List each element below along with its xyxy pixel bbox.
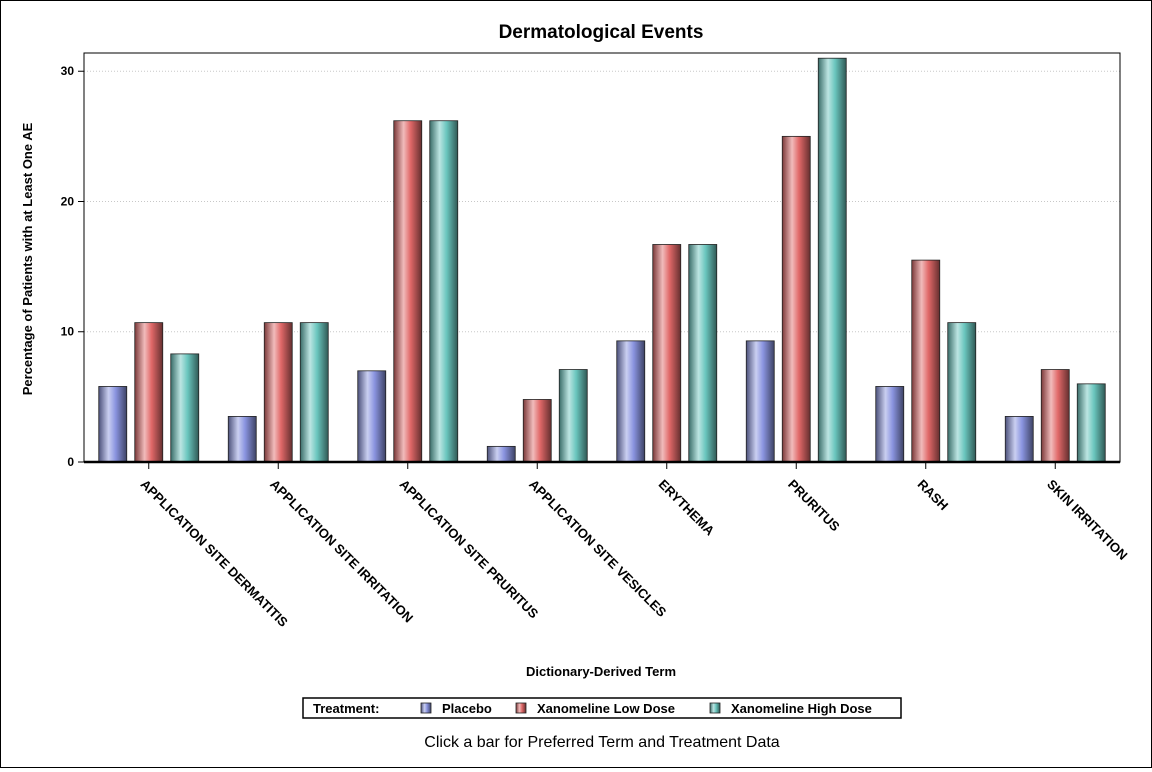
bar-xanomeline-high-dose[interactable] — [1076, 383, 1106, 463]
bar-xanomeline-low-dose[interactable] — [781, 135, 811, 463]
bar-xanomeline-high-dose[interactable] — [947, 322, 977, 463]
y-axis-label: Percentage of Patients with at Least One… — [20, 122, 35, 395]
y-tick-label: 10 — [61, 325, 75, 339]
x-category-label: RASH — [915, 477, 952, 514]
bar-placebo[interactable] — [486, 445, 516, 463]
x-category-label: ERYTHEMA — [656, 477, 718, 539]
bar-xanomeline-low-dose[interactable] — [652, 244, 682, 463]
bar-xanomeline-high-dose[interactable] — [299, 322, 329, 463]
legend-box — [302, 697, 902, 719]
bar-xanomeline-low-dose[interactable] — [1040, 369, 1070, 463]
bar-xanomeline-low-dose[interactable] — [522, 399, 552, 463]
x-category-label: APPLICATION SITE PRURITUS — [397, 477, 542, 622]
x-category-label: APPLICATION SITE DERMATITIS — [138, 477, 291, 630]
x-category-label: APPLICATION SITE IRRITATION — [267, 477, 416, 626]
legend: Treatment: Placebo Xanomeline Low Dose Xano… — [302, 697, 902, 719]
bar-placebo[interactable] — [745, 340, 775, 463]
bar-placebo[interactable] — [875, 386, 905, 463]
x-category-label: APPLICATION SITE VESICLES — [526, 477, 669, 620]
bar-placebo[interactable] — [98, 386, 128, 463]
legend-entry: Xanomeline Low Dose — [537, 701, 675, 716]
bar-xanomeline-high-dose[interactable] — [429, 120, 459, 463]
legend-entry: Xanomeline High Dose — [731, 701, 872, 716]
legend-title: Treatment: — [313, 701, 379, 716]
x-category-label: SKIN IRRITATION — [1044, 477, 1130, 563]
y-tick-label: 30 — [61, 64, 75, 78]
legend-swatch — [515, 702, 527, 714]
x-category-label: PRURITUS — [785, 477, 843, 535]
bar-placebo[interactable] — [616, 340, 646, 463]
x-axis-label: Dictionary-Derived Term — [526, 664, 676, 679]
bar-placebo[interactable] — [1004, 416, 1034, 463]
bar-xanomeline-high-dose[interactable] — [170, 353, 200, 463]
bar-xanomeline-low-dose[interactable] — [393, 120, 423, 463]
y-tick-label: 0 — [67, 455, 74, 469]
legend-swatch — [709, 702, 721, 714]
bar-placebo[interactable] — [357, 370, 387, 463]
legend-entry: Placebo — [442, 701, 492, 716]
y-tick-label: 20 — [61, 194, 75, 208]
footnote: Click a bar for Preferred Term and Treat… — [424, 734, 780, 751]
bar-xanomeline-low-dose[interactable] — [263, 322, 293, 463]
bar-xanomeline-high-dose[interactable] — [558, 369, 588, 463]
bar-xanomeline-low-dose[interactable] — [911, 259, 941, 463]
bar-xanomeline-low-dose[interactable] — [134, 322, 164, 463]
bar-placebo[interactable] — [227, 416, 257, 463]
bar-xanomeline-high-dose[interactable] — [688, 244, 718, 463]
bar-xanomeline-high-dose[interactable] — [817, 57, 847, 463]
chart-title: Dermatological Events — [499, 22, 704, 43]
legend-swatch — [420, 702, 432, 714]
